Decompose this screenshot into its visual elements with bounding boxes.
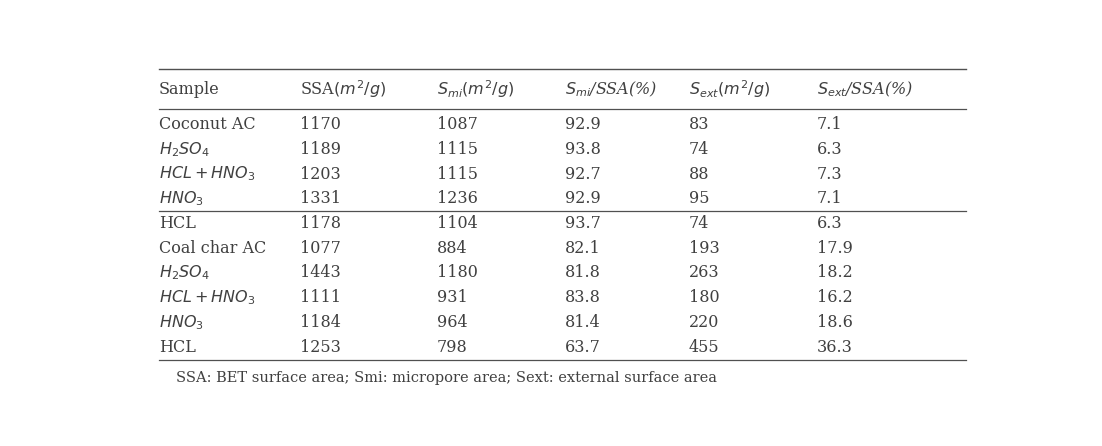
Text: 884: 884 [436,240,467,257]
Text: $HNO_3$: $HNO_3$ [159,190,204,208]
Text: 1236: 1236 [436,190,477,207]
Text: 1203: 1203 [300,165,341,182]
Text: 798: 798 [436,339,467,355]
Text: 36.3: 36.3 [817,339,853,355]
Text: 18.2: 18.2 [817,264,853,281]
Text: Coal char AC: Coal char AC [159,240,267,257]
Text: 964: 964 [436,314,467,331]
Text: 6.3: 6.3 [817,141,842,158]
Text: Coconut AC: Coconut AC [159,116,256,133]
Text: 263: 263 [689,264,720,281]
Text: 83: 83 [689,116,709,133]
Text: 1180: 1180 [436,264,477,281]
Text: 95: 95 [689,190,709,207]
Text: 88: 88 [689,165,709,182]
Text: 1189: 1189 [300,141,341,158]
Text: 193: 193 [689,240,720,257]
Text: 931: 931 [436,289,467,306]
Text: $S_{mi}$$(m^2/g)$: $S_{mi}$$(m^2/g)$ [436,79,514,100]
Text: 1104: 1104 [436,215,477,232]
Text: 7.1: 7.1 [817,190,842,207]
Text: $HNO_3$: $HNO_3$ [159,313,204,332]
Text: Sample: Sample [159,81,220,98]
Text: $S_{ext}$/SSA(%): $S_{ext}$/SSA(%) [817,80,914,99]
Text: 17.9: 17.9 [817,240,853,257]
Text: 7.1: 7.1 [817,116,842,133]
Text: $HCL+HNO_3$: $HCL+HNO_3$ [159,289,256,307]
Text: 63.7: 63.7 [565,339,601,355]
Text: 18.6: 18.6 [817,314,853,331]
Text: 1077: 1077 [300,240,341,257]
Text: 92.7: 92.7 [565,165,601,182]
Text: 455: 455 [689,339,720,355]
Text: 83.8: 83.8 [565,289,601,306]
Text: 81.8: 81.8 [565,264,601,281]
Text: 1178: 1178 [300,215,341,232]
Text: 1170: 1170 [300,116,341,133]
Text: 1331: 1331 [300,190,341,207]
Text: 180: 180 [689,289,720,306]
Text: 1111: 1111 [300,289,341,306]
Text: 93.7: 93.7 [565,215,601,232]
Text: $HCL+HNO_3$: $HCL+HNO_3$ [159,165,256,183]
Text: 92.9: 92.9 [565,190,601,207]
Text: 82.1: 82.1 [565,240,601,257]
Text: $S_{ext}$$(m^2/g)$: $S_{ext}$$(m^2/g)$ [689,79,769,100]
Text: 1184: 1184 [300,314,341,331]
Text: 1115: 1115 [436,165,477,182]
Text: 7.3: 7.3 [817,165,842,182]
Text: 1115: 1115 [436,141,477,158]
Text: 6.3: 6.3 [817,215,842,232]
Text: 93.8: 93.8 [565,141,601,158]
Text: 1253: 1253 [300,339,341,355]
Text: SSA$(m^2/g)$: SSA$(m^2/g)$ [300,79,386,100]
Text: 74: 74 [689,141,709,158]
Text: $H_2SO_4$: $H_2SO_4$ [159,264,209,282]
Text: $H_2SO_4$: $H_2SO_4$ [159,140,209,159]
Text: 1087: 1087 [436,116,477,133]
Text: 1443: 1443 [300,264,341,281]
Text: 74: 74 [689,215,709,232]
Text: 92.9: 92.9 [565,116,601,133]
Text: HCL: HCL [159,215,196,232]
Text: 220: 220 [689,314,719,331]
Text: $S_{mi}$/SSA(%): $S_{mi}$/SSA(%) [565,80,657,99]
Text: SSA: BET surface area; Smi: micropore area; Sext: external surface area: SSA: BET surface area; Smi: micropore ar… [176,372,717,385]
Text: 16.2: 16.2 [817,289,853,306]
Text: HCL: HCL [159,339,196,355]
Text: 81.4: 81.4 [565,314,601,331]
